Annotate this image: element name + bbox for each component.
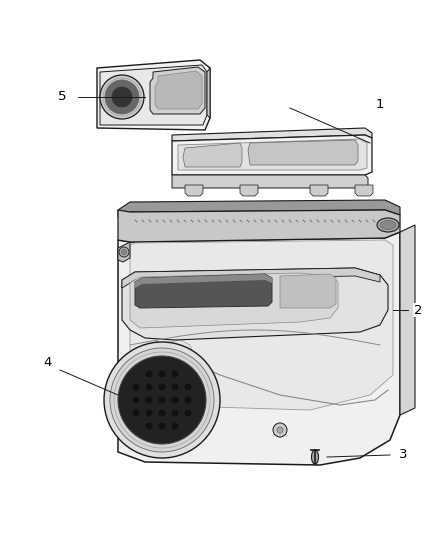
Polygon shape [183,143,242,167]
Circle shape [105,80,139,114]
Polygon shape [100,65,207,125]
Text: 4: 4 [44,356,52,368]
Polygon shape [310,185,328,196]
Polygon shape [172,135,372,175]
Circle shape [145,423,152,430]
Polygon shape [240,185,258,196]
Polygon shape [135,274,272,308]
Circle shape [184,384,191,391]
Circle shape [145,370,152,377]
Polygon shape [118,200,400,217]
Polygon shape [135,274,272,288]
Circle shape [159,423,166,430]
Circle shape [100,75,144,119]
Circle shape [172,397,179,403]
Circle shape [133,384,139,391]
Circle shape [159,409,166,416]
Circle shape [159,370,166,377]
Polygon shape [97,60,210,130]
Circle shape [121,249,127,254]
Circle shape [172,370,179,377]
Polygon shape [172,128,372,141]
Polygon shape [207,68,210,118]
Text: 3: 3 [399,448,407,462]
Polygon shape [122,268,380,288]
Circle shape [145,409,152,416]
Ellipse shape [311,450,318,464]
Polygon shape [155,71,202,109]
Circle shape [184,397,191,403]
Polygon shape [130,273,338,328]
Polygon shape [130,240,393,410]
Circle shape [172,409,179,416]
Circle shape [119,247,129,257]
Ellipse shape [380,221,396,230]
Polygon shape [120,340,195,438]
Polygon shape [172,175,368,188]
Circle shape [145,397,152,403]
Polygon shape [118,232,400,465]
Circle shape [145,384,152,391]
Polygon shape [248,140,358,165]
Circle shape [159,397,166,403]
Text: 1: 1 [376,98,384,110]
Circle shape [133,397,139,403]
Ellipse shape [377,218,399,232]
Polygon shape [355,185,373,196]
Polygon shape [122,268,388,340]
Polygon shape [280,274,336,308]
Circle shape [110,348,214,452]
Polygon shape [118,210,400,242]
Circle shape [112,87,132,107]
Text: 5: 5 [58,91,66,103]
Circle shape [118,356,206,444]
Polygon shape [400,225,415,415]
Polygon shape [118,242,130,262]
Text: 2: 2 [414,303,422,317]
Circle shape [172,384,179,391]
Circle shape [184,409,191,416]
Circle shape [104,342,220,458]
Circle shape [133,409,139,416]
Polygon shape [150,67,205,114]
Circle shape [159,384,166,391]
Circle shape [277,427,283,433]
Polygon shape [178,139,367,170]
Polygon shape [185,185,203,196]
Circle shape [172,423,179,430]
Circle shape [273,423,287,437]
